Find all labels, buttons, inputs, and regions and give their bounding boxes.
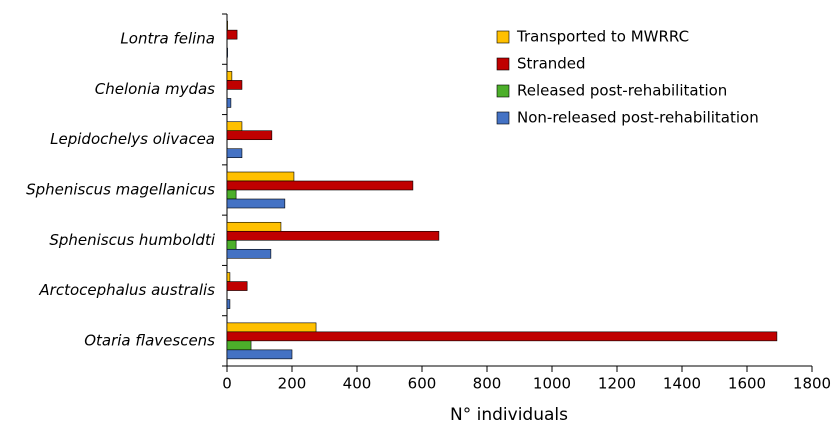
x-tick-label: 600: [408, 375, 437, 393]
bar: [226, 189, 237, 200]
legend-swatch: [496, 30, 510, 44]
bar: [226, 281, 248, 291]
bar: [226, 299, 231, 309]
legend-swatch: [496, 84, 510, 98]
x-tick-label: 1800: [793, 375, 831, 393]
category-label: Otaria flavescens: [84, 331, 215, 349]
legend-label: Stranded: [517, 55, 586, 73]
category-label: Chelonia mydas: [95, 80, 215, 98]
bar: [226, 198, 286, 209]
x-tick-label: 800: [473, 375, 502, 393]
x-tick-label: 400: [343, 375, 372, 393]
bar: [226, 221, 282, 232]
bar: [226, 47, 228, 58]
category-label: Spheniscus magellanicus: [26, 181, 215, 199]
x-tick-label: 1400: [663, 375, 701, 393]
bar: [226, 239, 237, 250]
category-label: Arctocephalus australis: [38, 281, 215, 299]
bar: [226, 248, 272, 259]
bar: [226, 230, 440, 241]
bar: [226, 98, 232, 108]
bar: [226, 121, 243, 132]
x-axis-label: N° individuals: [450, 405, 568, 425]
bar: [226, 272, 231, 282]
bar: [226, 180, 414, 191]
legend-label: Released post-rehabilitation: [517, 82, 727, 100]
bar: [226, 130, 273, 141]
bar: [226, 80, 243, 90]
bar: [226, 29, 238, 40]
bar: [226, 349, 293, 360]
category-label: Lepidochelys olivacea: [50, 130, 215, 148]
bar: [226, 20, 228, 31]
x-tick-label: 1600: [728, 375, 766, 393]
bar: [226, 71, 233, 81]
x-tick-label: 0: [222, 375, 232, 393]
bar: [226, 148, 243, 159]
category-label: Spheniscus humboldti: [49, 231, 215, 249]
x-tick-label: 200: [278, 375, 307, 393]
bar: [226, 322, 317, 333]
bar: [226, 171, 295, 182]
legend-label: Non-released post-rehabilitation: [517, 109, 759, 127]
legend-label: Transported to MWRRC: [516, 28, 689, 46]
legend-swatch: [496, 111, 510, 125]
bar: [226, 340, 252, 351]
category-label: Lontra felina: [120, 30, 215, 48]
x-tick-label: 1200: [598, 375, 636, 393]
x-tick-label: 1000: [533, 375, 571, 393]
legend-swatch: [496, 57, 510, 71]
bar: [226, 331, 778, 342]
